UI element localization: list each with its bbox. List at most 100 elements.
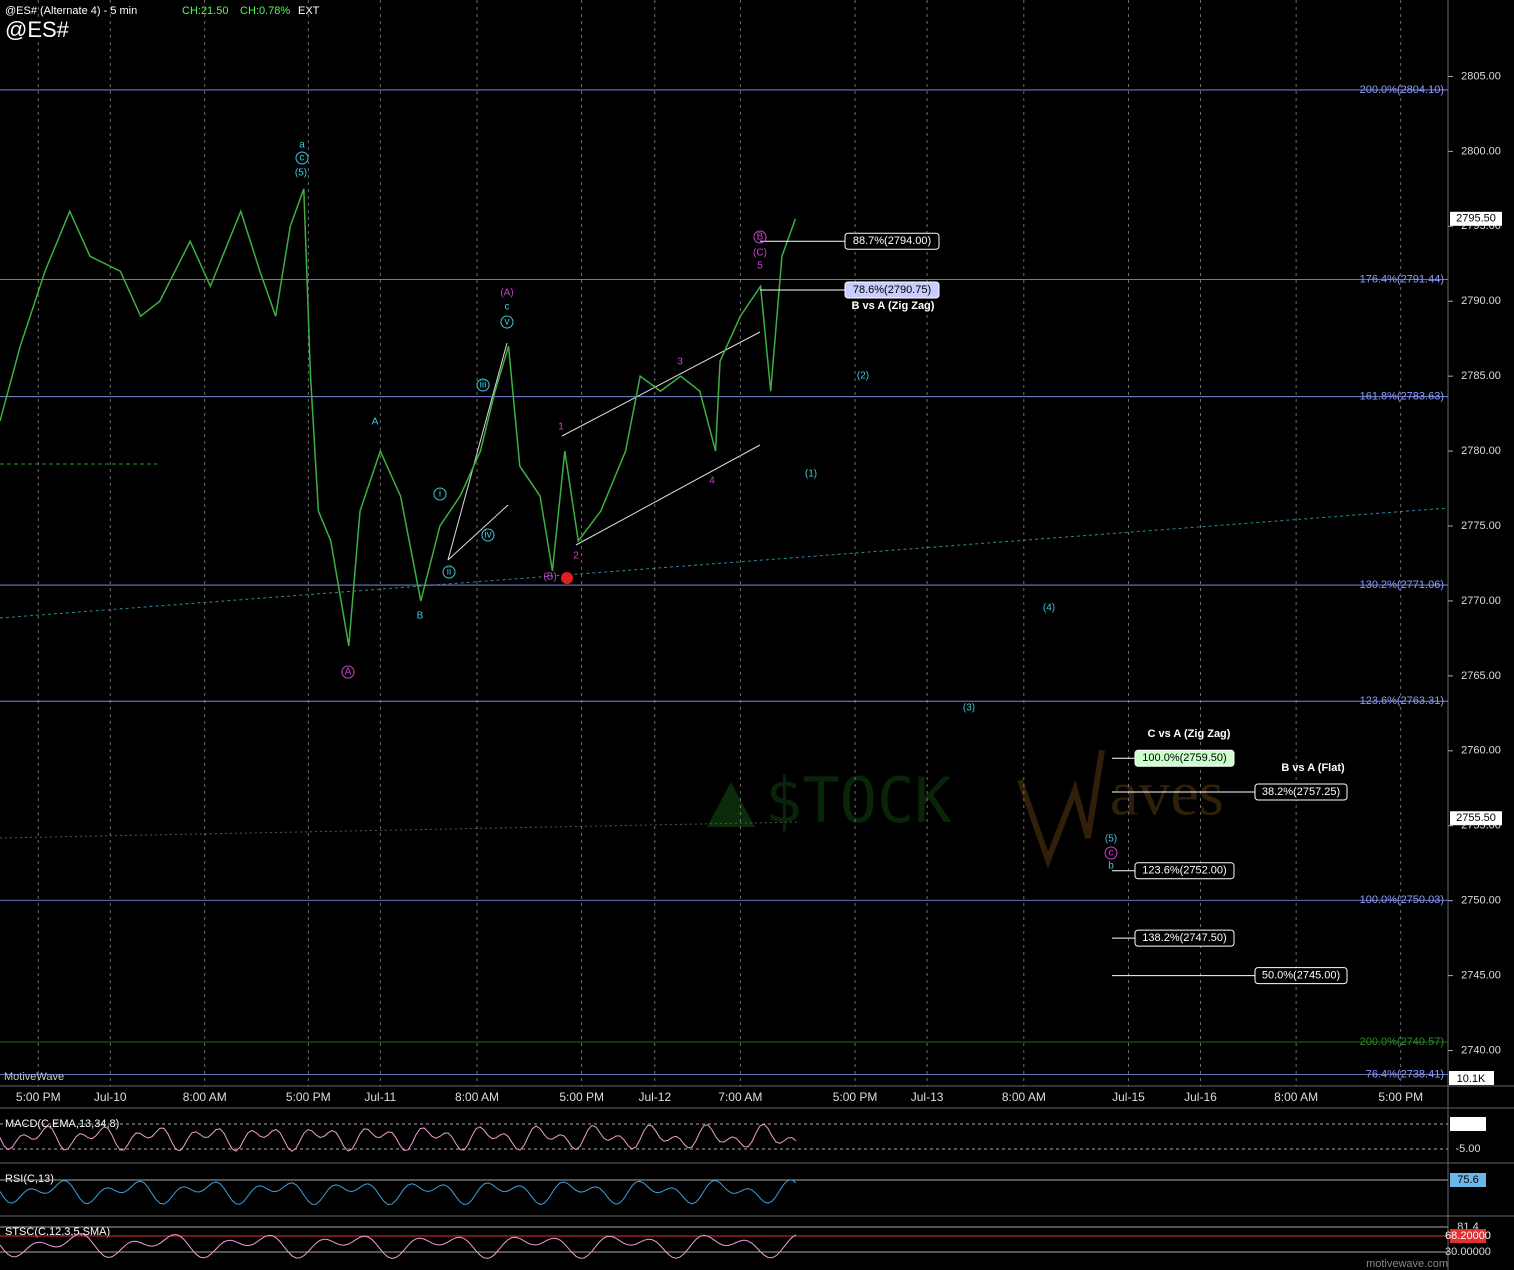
y-tick-label: 2800.00 [1461, 145, 1501, 157]
target-label: 50.0%(2745.00) [1262, 970, 1340, 982]
session: EXT [298, 5, 320, 17]
wave-label: 4 [709, 476, 715, 487]
wave-circle [1104, 846, 1118, 860]
indicator-badge [1450, 1245, 1486, 1259]
x-tick-label: 5:00 PM [16, 1090, 61, 1104]
y-tick-label: 2775.00 [1461, 520, 1501, 532]
y-tick-label: 2740.00 [1461, 1044, 1501, 1056]
wave-label: B [417, 611, 424, 622]
wave-label: 5 [757, 261, 763, 272]
indicator-badge [1450, 1173, 1486, 1187]
volume-badge [1449, 1071, 1494, 1085]
indicator-value: 75.6 [1457, 1174, 1478, 1186]
channel-line [575, 444, 761, 546]
fib-label: 130.2%(2771.06) [1360, 579, 1444, 591]
wave-label: 2 [573, 551, 579, 562]
x-tick-label: 5:00 PM [833, 1090, 878, 1104]
x-tick-label: Jul-15 [1112, 1090, 1145, 1104]
x-tick-label: 8:00 AM [455, 1090, 499, 1104]
wave-label: ii [447, 567, 451, 578]
indicator-line [0, 1123, 797, 1152]
wave-label: (C) [753, 248, 767, 259]
annotation: C vs A (Zig Zag) [1148, 728, 1231, 740]
target-label: 123.6%(2752.00) [1142, 865, 1226, 877]
logo: $TOCK aves [707, 749, 1224, 869]
wave-label: (B) [543, 572, 556, 583]
price-line [0, 188, 797, 647]
channel-line [561, 331, 761, 437]
fib-label: 161.8%(2783.63) [1360, 391, 1444, 403]
indicator-value: 68.20000 [1445, 1230, 1491, 1242]
y-tick-label: 2760.00 [1461, 745, 1501, 757]
price-badge-label: 2795.50 [1456, 213, 1496, 225]
target-label: 100.0%(2759.50) [1142, 752, 1226, 764]
logo-text: aves [1110, 758, 1224, 829]
target-label: 38.2%(2757.25) [1262, 786, 1340, 798]
x-tick-label: Jul-12 [638, 1090, 671, 1104]
indicator-value: 1.11 [1458, 1118, 1479, 1130]
wave-label: B [757, 232, 764, 243]
indicator-name: RSI(C,13) [5, 1173, 54, 1185]
price-badge [1450, 211, 1502, 226]
wave-label: (4) [1043, 603, 1055, 614]
y-tick-label: 2780.00 [1461, 445, 1501, 457]
wave-label: iii [480, 380, 487, 391]
target-box [1134, 749, 1235, 767]
y-tick-label: 2805.00 [1461, 70, 1501, 82]
annotation: B vs A (Zig Zag) [852, 300, 935, 312]
change-pct: CH:0.78% [240, 5, 290, 17]
wave-label: (2) [857, 371, 869, 382]
target-box [1134, 862, 1235, 880]
fib-label: 123.6%(2763.31) [1360, 695, 1444, 707]
fib-label: 200.0%(2740.57) [1360, 1036, 1444, 1048]
wave-label: c [300, 153, 305, 164]
fib-label: 200.0%(2804.10) [1360, 84, 1444, 96]
wave-circle [481, 528, 495, 542]
symbol: @ES# [5, 17, 70, 42]
x-tick-label: 8:00 AM [1274, 1090, 1318, 1104]
wave-label: iv [484, 530, 491, 541]
x-tick-label: 8:00 AM [1002, 1090, 1046, 1104]
wave-label: A [372, 417, 379, 428]
chart-title: @ES# (Alternate 4) - 5 min [5, 5, 137, 17]
wave-label: (1) [805, 469, 817, 480]
wave-label: b [1108, 861, 1114, 872]
wave-label: (A) [500, 288, 513, 299]
target-box [844, 232, 940, 250]
wave-circle [442, 565, 456, 579]
wave-label: 3 [677, 357, 683, 368]
wave-circle [433, 487, 447, 501]
indicator-badge [1450, 1142, 1486, 1156]
wave-label: A [345, 667, 352, 678]
fib-label: 76.4%(2738.41) [1366, 1068, 1444, 1080]
wave-label: a [299, 140, 305, 151]
x-tick-label: Jul-10 [94, 1090, 127, 1104]
wave-circle [341, 665, 355, 679]
wave-circle [500, 315, 514, 329]
indicator-badge [1450, 1229, 1486, 1243]
logo-text: $TOCK [765, 764, 952, 837]
trend-line [0, 507, 1449, 619]
indicator-value: -5.00 [1455, 1143, 1480, 1155]
change: CH:21.50 [182, 5, 228, 17]
wave-circle [295, 151, 309, 165]
wave-label: (5) [1105, 834, 1117, 845]
x-tick-label: 8:00 AM [183, 1090, 227, 1104]
x-tick-label: Jul-13 [911, 1090, 944, 1104]
alert-icon[interactable] [561, 572, 573, 584]
wave-label: i [439, 489, 441, 500]
wave-circle [476, 378, 490, 392]
x-tick-label: Jul-16 [1184, 1090, 1217, 1104]
site: motivewave.com [1366, 1258, 1448, 1270]
target-box [1254, 783, 1348, 801]
wave-label: 1 [558, 422, 564, 433]
volume-label: 10.1K [1457, 1073, 1486, 1085]
wave-circle [753, 230, 767, 244]
x-tick-label: 7:00 AM [718, 1090, 762, 1104]
target-box [1254, 967, 1348, 985]
wave-label: (5) [295, 168, 307, 179]
trend-line [0, 821, 801, 839]
